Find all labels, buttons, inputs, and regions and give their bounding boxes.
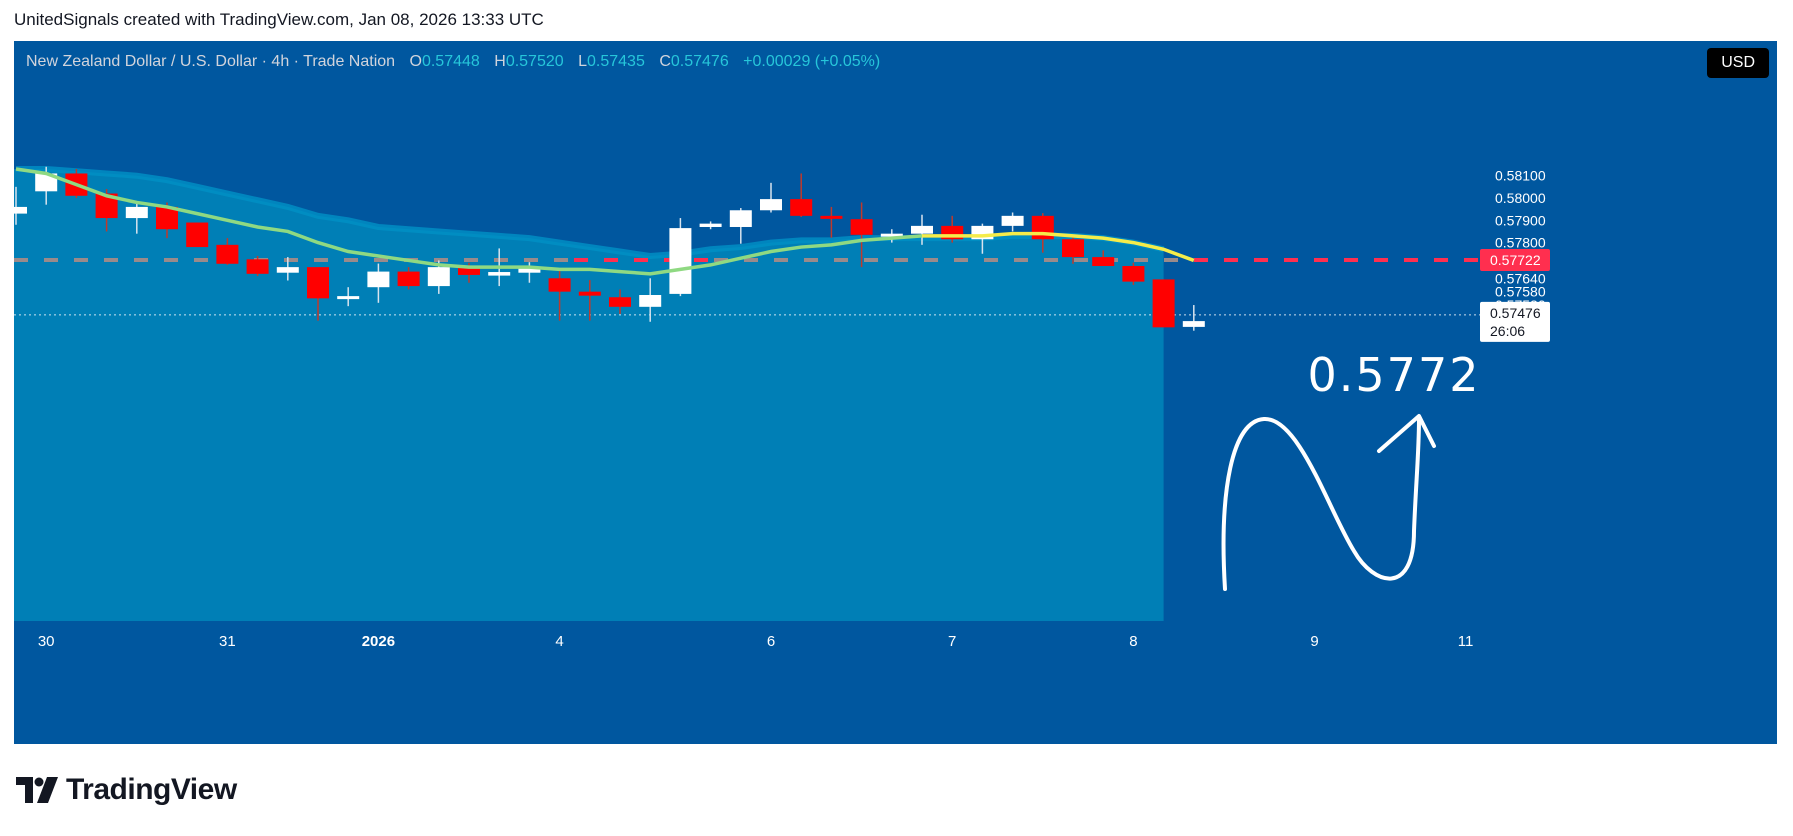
time-tick-label: 7	[948, 633, 956, 650]
candle-body[interactable]	[699, 223, 722, 227]
ema-fast-line-recent[interactable]	[922, 231, 1195, 263]
change-value: +0.00029 (+0.05%)	[743, 53, 881, 70]
symbol-title[interactable]: New Zealand Dollar / U.S. Dollar · 4h · …	[26, 53, 396, 70]
price-tick-label: 0.57640	[1495, 270, 1546, 286]
candle-body[interactable]	[156, 206, 178, 230]
drawing-layer: 0.5772	[1221, 348, 1481, 591]
candle-body[interactable]	[276, 267, 299, 273]
candle-body[interactable]	[307, 267, 329, 299]
currency-badge[interactable]: USD	[1707, 48, 1769, 78]
candle-body[interactable]	[548, 278, 571, 292]
tradingview-logo-text: TradingView	[66, 773, 237, 806]
time-tick-label: 9	[1310, 633, 1318, 650]
low-label: L	[578, 53, 588, 70]
ema-lines-layer	[15, 167, 1195, 276]
price-tick-label: 0.58000	[1495, 190, 1546, 206]
candle-body[interactable]	[397, 271, 420, 287]
candle-body[interactable]	[488, 272, 511, 276]
candle-body[interactable]	[850, 219, 873, 235]
candle-body[interactable]	[427, 267, 450, 287]
candle-body[interactable]	[790, 199, 813, 216]
time-axis-strip	[14, 621, 1777, 744]
time-tick-label: 30	[38, 633, 55, 650]
time-tick-label: 11	[1458, 633, 1474, 650]
candle-body[interactable]	[1001, 215, 1024, 226]
price-tick-label: 0.58100	[1495, 168, 1546, 184]
candle-body[interactable]	[1092, 257, 1115, 267]
time-tick-label: 4	[555, 633, 563, 650]
candlestick-chart[interactable]: 0.5772 0.58100 0.58000 0.57900 0.578000.577…	[14, 41, 1777, 744]
current-price-tag[interactable]	[1480, 301, 1550, 342]
current-price-label: 0.57476	[1490, 305, 1541, 321]
candle-body[interactable]	[1182, 321, 1205, 327]
price-tick-label: 0.57580	[1495, 284, 1546, 300]
time-axis: 30 31 2026 4 6 7 8 9 11	[14, 621, 1777, 744]
ema-fast-line[interactable]	[15, 167, 923, 276]
projection-wave-arrow[interactable]	[1221, 416, 1421, 591]
projection-arrow-head	[1377, 414, 1436, 453]
price-tick-label: 0.57800	[1495, 235, 1546, 251]
chart-attribution: UnitedSignals created with TradingView.c…	[14, 10, 544, 29]
level-price-tag[interactable]	[1480, 248, 1550, 271]
candle-body[interactable]	[518, 266, 541, 273]
time-tick-label: 8	[1129, 633, 1137, 650]
open-value: 0.57448	[421, 53, 480, 70]
level-price-label: 0.57722	[1490, 252, 1541, 268]
candle-body[interactable]	[639, 295, 662, 307]
time-tick-label: 31	[219, 633, 236, 650]
tradingview-logo-icon	[16, 777, 58, 803]
open-label: O	[409, 53, 422, 70]
candle-body[interactable]	[1122, 266, 1145, 282]
ema-band-fill	[14, 169, 1164, 621]
symbol-legend[interactable]: New Zealand Dollar / U.S. Dollar · 4h · …	[26, 53, 880, 71]
candle-body[interactable]	[669, 228, 692, 294]
candle-body[interactable]	[367, 271, 390, 288]
tradingview-logo[interactable]: TradingView	[16, 773, 237, 807]
candle-body[interactable]	[458, 267, 480, 275]
time-tick-label: 2026	[362, 633, 395, 650]
target-price-annotation[interactable]: 0.5772	[1308, 348, 1481, 402]
candle-body[interactable]	[186, 222, 209, 248]
candle-body[interactable]	[578, 291, 601, 296]
candle-body[interactable]	[337, 296, 360, 300]
candle-body[interactable]	[820, 215, 843, 219]
price-tick-label: 0.57900	[1495, 212, 1546, 228]
candle-body[interactable]	[1062, 239, 1084, 258]
close-label: C	[659, 53, 671, 70]
candle-body[interactable]	[911, 225, 933, 234]
candle-body[interactable]	[729, 210, 752, 227]
candle-body[interactable]	[609, 297, 631, 307]
low-value: 0.57435	[587, 53, 645, 70]
candle-body[interactable]	[125, 206, 148, 219]
close-value: 0.57476	[670, 53, 729, 70]
candle-body[interactable]	[216, 244, 239, 264]
candle-body[interactable]	[1152, 279, 1175, 328]
candle-body[interactable]	[35, 173, 58, 192]
price-axis: 0.581000.580000.579000.578000.577000.576…	[1480, 168, 1550, 342]
candle-body[interactable]	[880, 233, 903, 237]
high-value: 0.57520	[505, 53, 564, 70]
high-label: H	[494, 53, 506, 70]
time-tick-label: 6	[767, 633, 775, 650]
chart-panel[interactable]: 0.5772 0.58100 0.58000 0.57900 0.578000.577…	[14, 41, 1777, 744]
candle-body[interactable]	[95, 193, 118, 219]
candle-body[interactable]	[246, 259, 269, 274]
candle-body[interactable]	[760, 199, 782, 211]
bar-countdown-label: 26:06	[1490, 323, 1525, 339]
candle-body[interactable]	[14, 206, 27, 214]
